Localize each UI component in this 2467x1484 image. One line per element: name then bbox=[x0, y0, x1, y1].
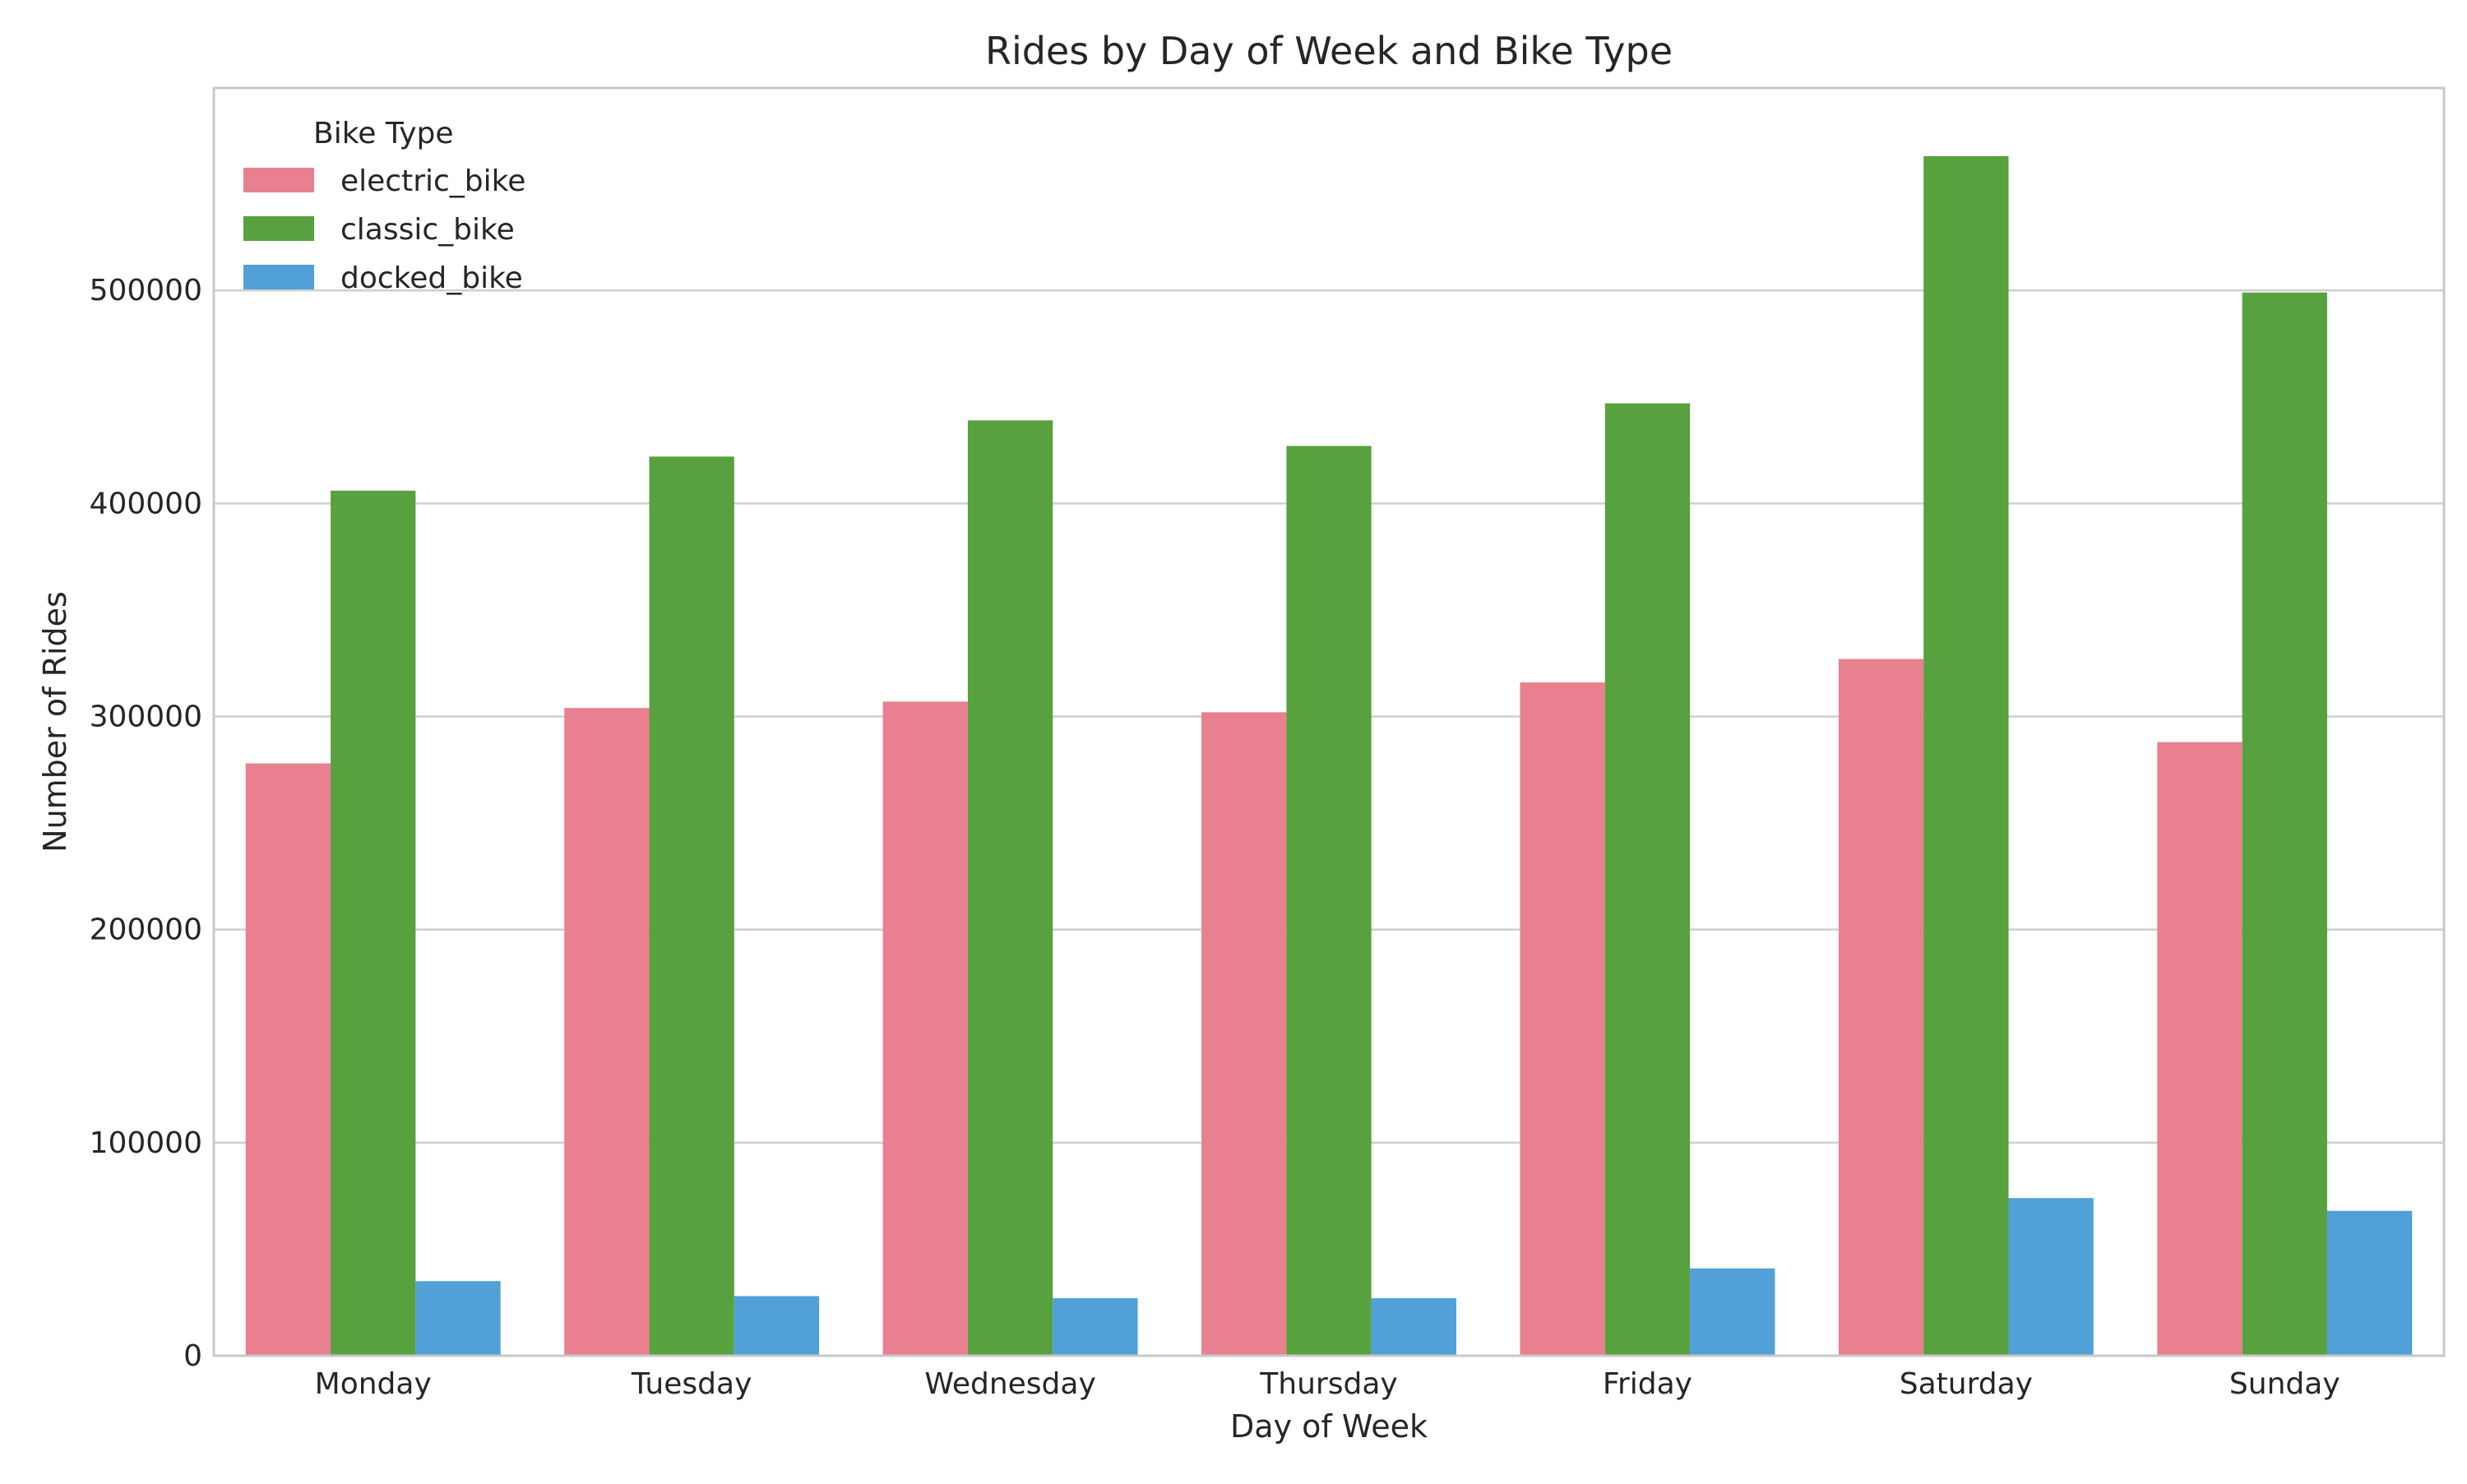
x-axis-ticks: Monday Tuesday Wednesday Thursday Friday Satu… bbox=[315, 1367, 2340, 1401]
bar-electric_bike-tuesday bbox=[564, 708, 650, 1356]
y-tick-label: 0 bbox=[183, 1339, 202, 1373]
bar-electric_bike-thursday bbox=[1201, 712, 1287, 1356]
x-tick-label: Saturday bbox=[1900, 1367, 2033, 1401]
legend-title: Bike Type bbox=[313, 117, 454, 150]
y-axis-ticks: 0 100000 200000 300000 400000 500000 bbox=[90, 274, 202, 1373]
bar-docked_bike-monday bbox=[415, 1281, 501, 1356]
bar-electric_bike-sunday bbox=[2157, 742, 2243, 1356]
bar-classic_bike-sunday bbox=[2242, 292, 2327, 1357]
bar-docked_bike-wednesday bbox=[1053, 1298, 1138, 1356]
legend-label-docked_bike: docked_bike bbox=[340, 261, 523, 295]
bars bbox=[245, 155, 2413, 1357]
bar-electric_bike-friday bbox=[1520, 682, 1605, 1356]
x-tick-label: Sunday bbox=[2229, 1367, 2340, 1401]
bar-docked_bike-tuesday bbox=[734, 1296, 820, 1356]
legend: Bike Type electric_bike classic_bikedocke… bbox=[243, 117, 525, 295]
bar-docked_bike-sunday bbox=[2326, 1210, 2413, 1356]
bar-classic_bike-saturday bbox=[1923, 155, 2009, 1356]
bar-docked_bike-friday bbox=[1690, 1268, 1775, 1356]
y-tick-label: 100000 bbox=[90, 1126, 202, 1160]
y-tick-label: 500000 bbox=[90, 274, 202, 307]
legend-swatch-classic_bike bbox=[243, 216, 314, 241]
bar-electric_bike-wednesday bbox=[882, 701, 968, 1356]
bar-docked_bike-thursday bbox=[1371, 1298, 1456, 1356]
y-axis-label: Number of Rides bbox=[37, 591, 73, 853]
x-tick-label: Thursday bbox=[1259, 1367, 1397, 1401]
x-tick-label: Tuesday bbox=[631, 1367, 752, 1401]
x-axis-label: Day of Week bbox=[1230, 1408, 1428, 1445]
legend-label-electric_bike: electric_bike bbox=[340, 164, 525, 198]
bar-classic_bike-thursday bbox=[1286, 446, 1372, 1357]
bar-docked_bike-saturday bbox=[2008, 1198, 2094, 1356]
bar-electric_bike-monday bbox=[245, 763, 331, 1356]
y-tick-label: 400000 bbox=[90, 487, 202, 520]
x-tick-label: Friday bbox=[1603, 1367, 1692, 1401]
x-tick-label: Wednesday bbox=[924, 1367, 1095, 1401]
y-tick-label: 300000 bbox=[90, 700, 202, 734]
legend-swatch-docked_bike bbox=[243, 265, 314, 289]
legend-swatch-electric_bike bbox=[243, 168, 314, 192]
legend-items: electric_bike classic_bike docked_bike bbox=[243, 164, 525, 295]
plot-frame bbox=[212, 86, 2446, 1357]
bar-classic_bike-monday bbox=[331, 490, 416, 1356]
bar-electric_bike-saturday bbox=[1838, 659, 1924, 1356]
chart-title: Rides by Day of Week and Bike Type bbox=[985, 29, 1673, 73]
bar-classic_bike-wednesday bbox=[967, 420, 1053, 1356]
x-tick-label: Monday bbox=[315, 1367, 432, 1401]
y-tick-label: 200000 bbox=[90, 913, 202, 947]
bar-classic_bike-tuesday bbox=[649, 456, 734, 1356]
bar-classic_bike-friday bbox=[1604, 403, 1691, 1357]
legend-label-classic_bike: classic_bike bbox=[340, 213, 515, 247]
